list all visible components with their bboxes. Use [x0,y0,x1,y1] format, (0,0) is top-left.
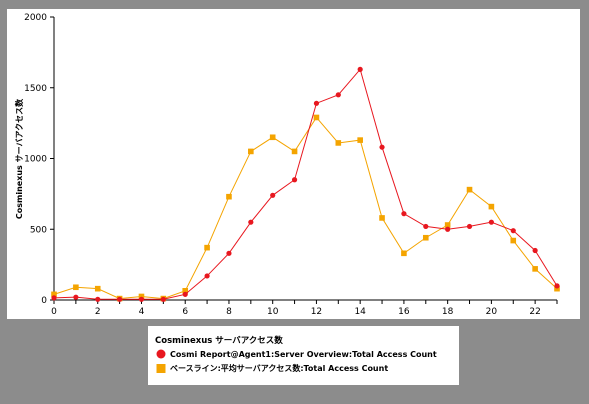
series-1-point [51,295,57,301]
x-tick-label: 0 [51,307,57,317]
series-2-point [226,193,232,200]
x-tick-label: 10 [267,307,279,317]
series-2-point [313,114,320,121]
series-1-point [510,228,516,234]
y-tick-label: 1500 [24,84,47,94]
series-1-point [204,273,210,279]
series-2-point [248,148,254,155]
x-tick-label: 2 [95,307,101,317]
series-layer [51,66,560,302]
x-tick-label: 20 [486,307,498,317]
x-tick-label: 14 [354,307,366,317]
series-1-point [423,223,429,230]
series-2-point [422,234,429,241]
series-1-point [466,223,473,230]
series-1-point [291,177,298,183]
series-1-point [226,250,232,256]
series-2-point [291,148,298,155]
plot-panel [7,9,580,319]
x-tick-label: 16 [398,307,410,317]
series-1-point [73,294,79,300]
series-2-point [488,203,495,210]
series-1-point [182,291,188,297]
series-1-point [270,192,276,198]
series-2-point [182,288,189,294]
series-1-point [532,247,538,254]
series-1-point [95,296,101,302]
x-tick-label: 18 [442,307,454,317]
series-1-line [53,68,558,300]
series-2-point [269,134,276,141]
series-2-point [510,237,517,244]
series-1-point [335,92,341,98]
y-tick-label: 0 [41,296,47,306]
y-tick-label: 500 [30,225,47,235]
series-2-point [204,244,210,251]
series-2-point [466,186,473,193]
legend-label-series-1: Cosmi Report@Agent1:Server Overview:Tota… [170,350,437,359]
series-2-point [94,285,101,292]
series-2-point [51,291,57,298]
series-1-point [488,219,494,225]
series-1-point [554,283,560,289]
legend-marker-series-1 [156,349,166,359]
series-1-point [138,296,145,302]
y-tick-label: 2000 [24,13,47,23]
series-2-point [532,266,538,272]
x-tick-label: 4 [139,307,145,317]
x-tick-label: 12 [311,307,322,317]
x-tick-label: 6 [182,307,188,317]
series-2-line [53,116,558,300]
legend-label-series-2: ベースライン:平均サーバアクセス数:Total Access Count [170,363,388,373]
series-1-point [313,100,320,106]
series-1-point [248,219,254,225]
series-1-point [445,226,451,232]
legend-title: Cosminexus サーバアクセス数 [155,335,283,346]
series-2-point [379,215,385,221]
y-axis-label: Cosminexus サーバアクセス数 [14,98,24,219]
series-1-point [160,296,166,302]
series-1-point [379,144,385,150]
series-2-point [401,250,407,257]
y-tick-label: 1000 [24,155,47,165]
series-2-point [138,293,145,300]
ticks-layer: 0 500 1000 1500 2000 0 2 4 6 8 10 12 14 16 18 20 22 [24,13,558,317]
series-2-point [554,285,560,292]
series-1-point [117,296,123,302]
series-2-point [335,140,342,146]
legend-box [148,326,459,385]
legend-marker-series-2 [156,364,166,373]
series-1-point [401,211,407,217]
series-2-point [357,137,363,143]
x-tick-label: 22 [529,307,540,317]
series-2-point [444,222,451,228]
series-1-point [357,66,363,72]
x-tick-label: 8 [226,307,232,317]
series-2-point [73,284,79,291]
